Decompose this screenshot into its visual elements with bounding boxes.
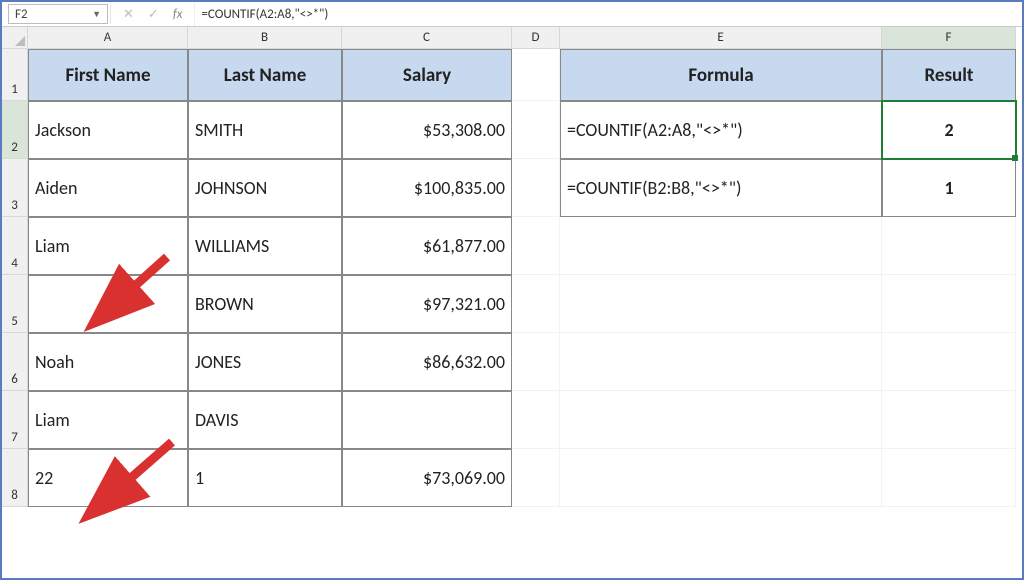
cell-C4[interactable]: $61,877.00 bbox=[342, 217, 512, 275]
row-header-2[interactable]: 2 bbox=[2, 101, 28, 159]
cell-B4[interactable]: WILLIAMS bbox=[188, 217, 342, 275]
cell-A3[interactable]: Aiden bbox=[28, 159, 188, 217]
cell-D6[interactable] bbox=[512, 333, 560, 391]
cell-B5[interactable]: BROWN bbox=[188, 275, 342, 333]
formula-input[interactable]: =COUNTIF(A2:A8,"<>*") bbox=[194, 2, 1022, 26]
col-header-B[interactable]: B bbox=[188, 27, 342, 49]
cell-E6[interactable] bbox=[560, 333, 882, 391]
cell-A2[interactable]: Jackson bbox=[28, 101, 188, 159]
cell-C3[interactable]: $100,835.00 bbox=[342, 159, 512, 217]
header-first-name[interactable]: First Name bbox=[28, 49, 188, 101]
formula-bar: F2 ▼ ✕ ✓ fx =COUNTIF(A2:A8,"<>*") bbox=[2, 2, 1022, 27]
cell-A8[interactable]: 22 bbox=[28, 449, 188, 507]
cell-F7[interactable] bbox=[882, 391, 1016, 449]
row-header-5[interactable]: 5 bbox=[2, 275, 28, 333]
select-all-corner[interactable] bbox=[2, 27, 28, 49]
cell-F6[interactable] bbox=[882, 333, 1016, 391]
cell-E8[interactable] bbox=[560, 449, 882, 507]
cell-B2[interactable]: SMITH bbox=[188, 101, 342, 159]
cell-D1[interactable] bbox=[512, 49, 560, 101]
cell-E3[interactable]: =COUNTIF(B2:B8,"<>*") bbox=[560, 159, 882, 217]
cell-D5[interactable] bbox=[512, 275, 560, 333]
cell-F8[interactable] bbox=[882, 449, 1016, 507]
header-result[interactable]: Result bbox=[882, 49, 1016, 101]
cell-A7[interactable]: Liam bbox=[28, 391, 188, 449]
formula-text: =COUNTIF(A2:A8,"<>*") bbox=[201, 7, 328, 22]
cell-C7[interactable] bbox=[342, 391, 512, 449]
cell-A4[interactable]: Liam bbox=[28, 217, 188, 275]
cell-C2[interactable]: $53,308.00 bbox=[342, 101, 512, 159]
cell-A6[interactable]: Noah bbox=[28, 333, 188, 391]
cell-B7[interactable]: DAVIS bbox=[188, 391, 342, 449]
header-salary[interactable]: Salary bbox=[342, 49, 512, 101]
cell-A5[interactable] bbox=[28, 275, 188, 333]
row-header-6[interactable]: 6 bbox=[2, 333, 28, 391]
fx-icon[interactable]: fx bbox=[173, 7, 183, 22]
cell-D4[interactable] bbox=[512, 217, 560, 275]
cell-F4[interactable] bbox=[882, 217, 1016, 275]
cell-B6[interactable]: JONES bbox=[188, 333, 342, 391]
col-header-E[interactable]: E bbox=[560, 27, 882, 49]
row-header-1[interactable]: 1 bbox=[2, 49, 28, 101]
cell-E4[interactable] bbox=[560, 217, 882, 275]
col-header-F[interactable]: F bbox=[882, 27, 1016, 49]
cell-D2[interactable] bbox=[512, 101, 560, 159]
cancel-icon[interactable]: ✕ bbox=[123, 7, 134, 22]
col-header-D[interactable]: D bbox=[512, 27, 560, 49]
cell-C5[interactable]: $97,321.00 bbox=[342, 275, 512, 333]
row-header-7[interactable]: 7 bbox=[2, 391, 28, 449]
header-formula[interactable]: Formula bbox=[560, 49, 882, 101]
cell-E5[interactable] bbox=[560, 275, 882, 333]
row-header-8[interactable]: 8 bbox=[2, 449, 28, 507]
name-box-dropdown-icon[interactable]: ▼ bbox=[92, 9, 101, 20]
cell-E2[interactable]: =COUNTIF(A2:A8,"<>*") bbox=[560, 101, 882, 159]
col-header-C[interactable]: C bbox=[342, 27, 512, 49]
cell-F2[interactable]: 2 bbox=[882, 101, 1016, 159]
cell-D7[interactable] bbox=[512, 391, 560, 449]
row-header-4[interactable]: 4 bbox=[2, 217, 28, 275]
col-header-A[interactable]: A bbox=[28, 27, 188, 49]
name-box-value: F2 bbox=[15, 7, 28, 22]
cell-F3[interactable]: 1 bbox=[882, 159, 1016, 217]
cell-F5[interactable] bbox=[882, 275, 1016, 333]
cell-C6[interactable]: $86,632.00 bbox=[342, 333, 512, 391]
cell-D3[interactable] bbox=[512, 159, 560, 217]
cell-B3[interactable]: JOHNSON bbox=[188, 159, 342, 217]
cell-C8[interactable]: $73,069.00 bbox=[342, 449, 512, 507]
cell-D8[interactable] bbox=[512, 449, 560, 507]
row-header-3[interactable]: 3 bbox=[2, 159, 28, 217]
name-box[interactable]: F2 ▼ bbox=[8, 4, 108, 24]
cell-B8[interactable]: 1 bbox=[188, 449, 342, 507]
cell-E7[interactable] bbox=[560, 391, 882, 449]
header-last-name[interactable]: Last Name bbox=[188, 49, 342, 101]
enter-icon[interactable]: ✓ bbox=[148, 7, 159, 22]
